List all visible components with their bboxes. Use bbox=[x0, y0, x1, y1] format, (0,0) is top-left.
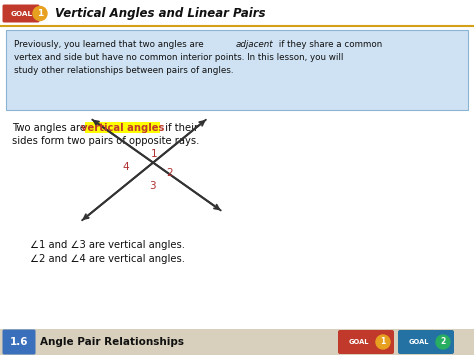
Circle shape bbox=[33, 6, 47, 21]
FancyBboxPatch shape bbox=[2, 329, 36, 355]
Text: if their: if their bbox=[162, 123, 198, 133]
Text: ∠2 and ∠4 are vertical angles.: ∠2 and ∠4 are vertical angles. bbox=[30, 254, 185, 264]
Text: GOAL: GOAL bbox=[349, 339, 370, 345]
Text: Previously, you learned that two angles are: Previously, you learned that two angles … bbox=[14, 40, 206, 49]
Text: if they share a common: if they share a common bbox=[276, 40, 382, 49]
Circle shape bbox=[436, 335, 450, 349]
Text: 2: 2 bbox=[167, 168, 173, 178]
Text: sides form two pairs of opposite rays.: sides form two pairs of opposite rays. bbox=[12, 136, 200, 146]
Text: 1.6: 1.6 bbox=[10, 337, 28, 347]
Bar bbox=[0, 0, 474, 25]
Text: Angle Pair Relationships: Angle Pair Relationships bbox=[40, 337, 184, 347]
Text: 3: 3 bbox=[149, 181, 155, 191]
Text: adjacent: adjacent bbox=[236, 40, 273, 49]
FancyBboxPatch shape bbox=[2, 5, 39, 22]
Text: 1: 1 bbox=[380, 338, 386, 346]
Text: 1: 1 bbox=[151, 149, 157, 159]
Text: Two angles are: Two angles are bbox=[12, 123, 89, 133]
Bar bbox=[0, 329, 474, 355]
Circle shape bbox=[376, 335, 390, 349]
Text: GOAL: GOAL bbox=[11, 11, 33, 16]
Text: vertex and side but have no common interior points. In this lesson, you will: vertex and side but have no common inter… bbox=[14, 53, 343, 62]
Text: GOAL: GOAL bbox=[409, 339, 429, 345]
Text: 2: 2 bbox=[440, 338, 446, 346]
Text: study other relationships between pairs of angles.: study other relationships between pairs … bbox=[14, 66, 234, 75]
Text: 4: 4 bbox=[123, 162, 129, 172]
FancyBboxPatch shape bbox=[338, 330, 394, 354]
Bar bbox=[6, 30, 468, 110]
Text: Vertical Angles and Linear Pairs: Vertical Angles and Linear Pairs bbox=[55, 7, 265, 20]
FancyBboxPatch shape bbox=[398, 330, 454, 354]
Text: vertical angles: vertical angles bbox=[81, 123, 164, 133]
Text: 1: 1 bbox=[37, 9, 43, 18]
Bar bbox=[85, 122, 160, 132]
Text: ∠1 and ∠3 are vertical angles.: ∠1 and ∠3 are vertical angles. bbox=[30, 240, 185, 250]
